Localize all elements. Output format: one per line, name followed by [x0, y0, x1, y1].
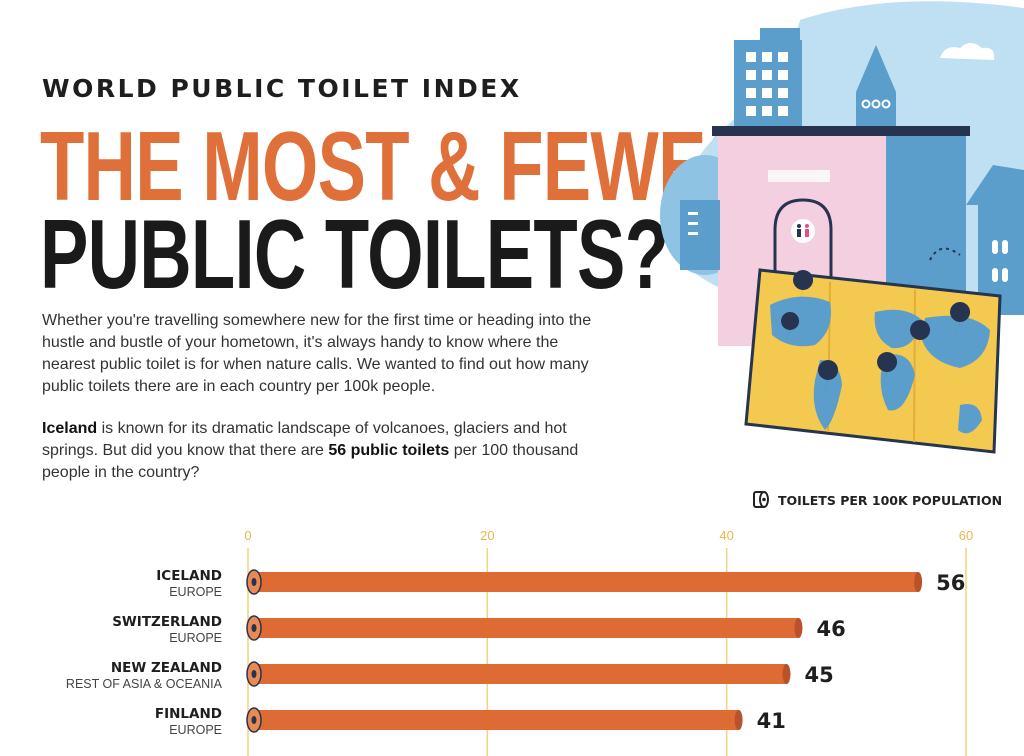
region-label: EUROPE: [169, 631, 222, 645]
country-label: FINLAND: [155, 706, 222, 722]
country-label: ICELAND: [156, 568, 222, 584]
bar-end: [734, 710, 743, 730]
bar-end: [794, 618, 803, 638]
value-label: 46: [816, 617, 845, 641]
intro-paragraph-2: Iceland is known for its dramatic landsc…: [42, 418, 602, 484]
toilet-roll-icon: [753, 491, 769, 508]
bar: [252, 618, 799, 638]
bar-end: [914, 572, 923, 592]
x-tick-label: 60: [959, 528, 973, 543]
x-tick-label: 20: [480, 528, 494, 543]
intro-bold-iceland: Iceland: [42, 420, 98, 437]
city-map-illustration: [660, 1, 1024, 454]
country-label: SWITZERLAND: [112, 614, 222, 630]
value-label: 56: [936, 571, 965, 595]
bar: [252, 710, 739, 730]
intro-bold-count: 56 public toilets: [328, 442, 450, 459]
legend-label: TOILETS PER 100K POPULATION: [778, 492, 1003, 508]
roll-hole: [251, 624, 257, 632]
intro-text-2: per 100 thousand people in the country?: [42, 442, 579, 481]
x-tick-label: 0: [244, 528, 251, 543]
chart-legend: TOILETS PER 100K POPULATION: [752, 490, 1002, 510]
bar-end: [782, 664, 791, 684]
kicker-title: WORLD PUBLIC TOILET INDEX: [42, 74, 522, 103]
roll-hole: [251, 578, 257, 586]
roll-hole: [251, 670, 257, 678]
roll-hole: [251, 716, 257, 724]
region-label: EUROPE: [169, 585, 222, 599]
intro-paragraph-1: Whether you're travelling somewhere new …: [42, 312, 592, 395]
region-label: EUROPE: [169, 723, 222, 737]
value-label: 45: [805, 663, 834, 687]
bar: [252, 572, 919, 592]
headline-line-2: PUBLIC TOILETS?: [40, 199, 669, 309]
country-label: NEW ZEALAND: [111, 660, 222, 676]
bar: [252, 664, 787, 684]
x-tick-label: 40: [719, 528, 733, 543]
value-label: 41: [757, 709, 786, 733]
region-label: REST OF ASIA & OCEANIA: [66, 677, 223, 691]
intro-text-1: is known for its dramatic landscape of v…: [42, 420, 567, 459]
